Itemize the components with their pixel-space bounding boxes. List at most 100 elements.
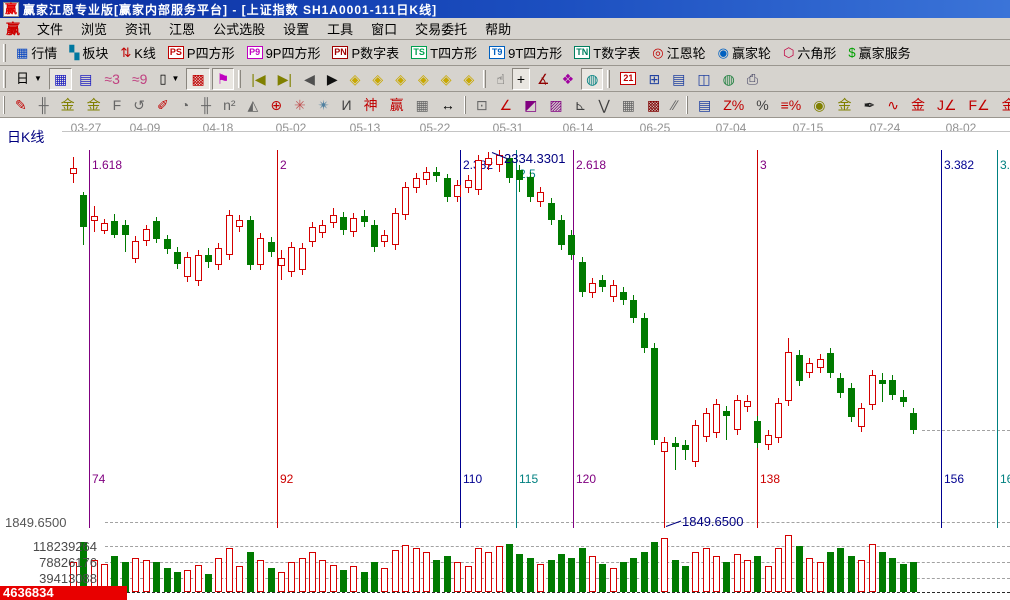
tool-gann-diamond-star[interactable]: ◈ [459,68,480,90]
tool-gold-red[interactable]: 金 [906,94,930,116]
tool-gann-diamond-plus[interactable]: ◈ [436,68,457,90]
volume-bar [475,548,482,592]
toolbar-button-9p-square[interactable]: P9 9P四方形 [242,42,326,64]
tool-hand-tool[interactable]: ☝ [491,68,510,90]
toolbar-button-kline[interactable]: ⇅ K线 [115,42,161,64]
volume-bar [889,558,896,592]
tool-indicator-3[interactable]: ≈3 [99,68,124,90]
tool-market-web[interactable]: ◍ [718,68,740,90]
tool-chip-tool[interactable]: ❖ [557,68,580,90]
tool-zigzag-v[interactable]: ⋁ [593,94,614,116]
tool-angle-measure[interactable]: ∡ [532,68,555,90]
volume-bar [122,562,129,592]
tool-wave-tool[interactable]: ∿ [882,94,904,116]
tool-percent-levels[interactable]: ≡% [776,94,807,116]
toolbar-button-t-number-table[interactable]: TN T数字表 [569,42,645,64]
tool-circle-ticks[interactable]: ◔ [176,94,194,116]
toolbar-button-p-square[interactable]: PS P四方形 [163,42,240,64]
toolbar-button-hexagon[interactable]: ⬡ 六角形 [778,42,841,64]
tool-first-bar[interactable]: |◀ [246,68,270,90]
tool-spiral-tool[interactable]: ↺ [128,94,150,116]
tool-grid-123[interactable]: ▦ [411,94,434,116]
tool-zigzag[interactable]: И [337,94,357,116]
tool-crosshair[interactable]: + [511,67,531,90]
child-window-icon[interactable]: 赢 [6,20,20,37]
candle-body [796,355,803,381]
tool-fan-box[interactable]: ◩ [519,94,542,116]
tool-notebook[interactable]: ▤ [667,68,690,90]
tool-parallel-lines[interactable]: ∕∕ [667,94,682,116]
menu-item-tools[interactable]: 工具 [327,22,354,37]
chart-canvas[interactable]: 03-27 04-09 04-18 05-02 05-13 05-22 05-31 06-14… [0,118,1010,600]
tool-box-rays[interactable]: ▨ [544,94,567,116]
tool-calculator[interactable]: ⊞ [643,68,665,90]
toolbar-button-winner-wheel[interactable]: ◉ 赢家轮 [713,42,776,64]
tool-gann-diamond-right[interactable]: ◈ [367,68,388,90]
toolbar-button-9t-square[interactable]: T9 9T四方形 [484,42,567,64]
tool-next-bar[interactable]: ▶ [322,68,343,90]
toolbar-button-p-number-table[interactable]: PN P数字表 [327,42,404,64]
tool-gann-ruler[interactable]: ╫ [34,94,54,116]
menu-item-browse[interactable]: 浏览 [81,22,108,37]
tool-gold-circle[interactable]: ◉ [808,94,830,116]
menu-item-gann[interactable]: 江恩 [169,22,196,37]
tool-candle-style[interactable]: ▯ ▼ [154,68,184,90]
tool-gann-diamond-x[interactable]: ◈ [413,68,434,90]
tool-fan-rays[interactable]: ∠ [495,94,518,116]
tool-rocket-tool[interactable]: ✐ [152,94,174,116]
tool-gold-lines[interactable]: 金 [832,94,856,116]
menu-item-window[interactable]: 窗口 [371,22,398,37]
tool-gold-ruler-1[interactable]: 金 [56,94,80,116]
tool-pen-tool[interactable]: ✎ [10,94,32,116]
tool-n2-ruler[interactable]: n² [218,94,240,116]
menu-item-formula-stock-pick[interactable]: 公式选股 [213,22,266,37]
tool-ying-ruler[interactable]: 赢 [385,94,409,116]
tool-prev-bar[interactable]: ◀ [299,68,320,90]
tool-grid-fine[interactable]: ▦ [617,94,640,116]
tool-gann-diamond-left[interactable]: ◈ [345,68,366,90]
menu-item-help[interactable]: 帮助 [485,22,512,37]
tool-grid-box[interactable]: ▩ [642,94,665,116]
tool-volume-flag[interactable]: ⚑ [211,67,235,90]
tool-price-ladder[interactable]: ▤ [693,94,716,116]
tool-percent-z[interactable]: Z% [718,94,749,116]
toolbar-button-quotes[interactable]: ▦ 行情 [11,42,62,64]
tool-protractor[interactable]: ◭ [243,94,264,116]
tool-indicator-9[interactable]: ≈9 [127,68,152,90]
menu-item-news[interactable]: 资讯 [125,22,152,37]
toolbar-button-gann-wheel[interactable]: ◎ 江恩轮 [647,42,710,64]
tool-gold-angle[interactable]: 金∠ [997,94,1010,116]
tool-brain-tool[interactable]: ◍ [581,67,604,90]
tool-j-angle[interactable]: J∠ [932,94,962,116]
tool-plain-ruler[interactable]: ╫ [196,94,216,116]
tool-shen-ruler[interactable]: 神 [359,94,383,116]
tool-gann-diamond-h[interactable]: ◈ [390,68,411,90]
menu-item-trade-entrust[interactable]: 交易委托 [415,22,468,37]
tool-save[interactable]: ◫ [692,68,715,90]
tool-kline-window[interactable]: ▦ [48,67,73,90]
candle-body [70,168,77,174]
tool-gold-ruler-2[interactable]: 金 [82,94,106,116]
tool-f-angle[interactable]: F∠ [964,94,995,116]
tool-web-grid[interactable]: ✴ [313,94,335,116]
toolbar-button-winner-service[interactable]: $ 赢家服务 [843,42,915,64]
tool-width-arrows[interactable]: ↔ [436,94,460,116]
volume-bar [164,568,171,592]
tool-last-bar[interactable]: ▶| [273,68,297,90]
tool-print[interactable]: ⎙ [742,68,763,90]
tool-brush-pin[interactable]: ✒ [858,94,880,116]
tool-pattern-overlay[interactable]: ▩ [186,67,210,90]
tool-fib-ruler[interactable]: F [108,94,127,116]
tool-quote-note[interactable]: ▤ [74,68,97,90]
toolbar-button-t-square[interactable]: TS T四方形 [406,42,482,64]
menu-item-settings[interactable]: 设置 [283,22,310,37]
tool-box-grid[interactable]: ⊡ [471,94,493,116]
tool-period-day[interactable]: 日 ▼ [11,68,47,90]
tool-angle-lines[interactable]: ⊾ [570,94,592,116]
tool-gann-circle[interactable]: ⊕ [265,94,287,116]
tool-calendar[interactable]: 21 [615,68,641,90]
toolbar-button-sectors[interactable]: ▚ 板块 [64,42,113,64]
tool-star-wheel[interactable]: ✳ [289,94,311,116]
menu-item-file[interactable]: 文件 [37,22,64,37]
tool-percent[interactable]: % [751,94,773,116]
